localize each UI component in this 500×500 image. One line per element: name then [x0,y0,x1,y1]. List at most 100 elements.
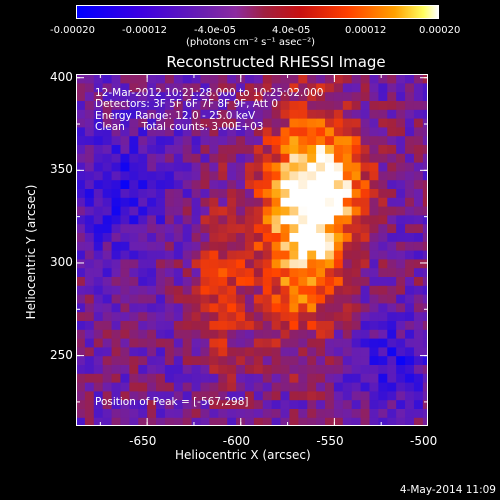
heatmap-cell [191,197,202,207]
heatmap-cell [369,232,379,242]
heatmap-cell [333,329,344,339]
heatmap-cell [218,153,228,163]
heatmap-cell [298,109,308,119]
heatmap-cell [378,320,388,330]
heatmap-cell [218,320,228,330]
heatmap-cell [316,408,326,418]
heatmap-cell [111,417,122,426]
heatmap-cell [93,118,104,128]
heatmap-cell [138,144,148,154]
heatmap-cell [111,241,122,251]
heatmap-cell [236,399,246,409]
heatmap-cell [262,206,273,216]
heatmap-cell [325,294,335,304]
heatmap-cell [351,267,362,277]
heatmap-cell [271,408,282,418]
heatmap-cell [173,100,184,110]
heatmap-cell [298,126,308,137]
axis-ticks [76,74,428,426]
heatmap-cell [413,382,424,392]
heatmap-cell [129,241,139,251]
heatmap-cell [360,338,371,348]
heatmap-cell [147,214,157,225]
heatmap-cell [369,320,379,330]
heatmap-cell [316,162,326,172]
heatmap-cell [102,74,113,84]
heatmap-cell [325,188,335,198]
heatmap-cell [280,364,291,374]
heatmap-cell [342,250,353,260]
heatmap-cell [342,311,353,321]
heatmap-cell [369,390,379,401]
heatmap-cell [405,311,415,321]
heatmap-cell [271,197,282,207]
heatmap-cell [93,320,104,330]
heatmap-cell [253,109,264,119]
heatmap-cell [111,338,122,348]
heatmap-cell [422,144,428,154]
heatmap-cell [422,232,428,242]
heatmap-cell [298,355,308,365]
heatmap-cell [200,276,210,286]
heatmap-cell [76,338,86,348]
heatmap-cell [76,399,86,409]
heatmap-cell [253,232,264,242]
heatmap-cell [129,267,139,277]
heatmap-cell [173,285,184,295]
heatmap-cell [298,179,308,189]
heatmap-cell [138,276,148,286]
heatmap-cell [280,417,291,426]
heatmap-cell [200,355,210,365]
heatmap-cell [76,109,86,119]
heatmap-cell [422,311,428,321]
heatmap-cell [271,250,282,260]
heatmap-cell [84,399,95,409]
heatmap-cell [182,390,193,401]
heatmap-cell [307,329,317,339]
heatmap-cell [360,162,371,172]
heatmap-cell [413,232,424,242]
heatmap-cell [387,241,397,251]
heatmap-cell [298,135,308,145]
heatmap-cell [378,91,388,101]
heatmap-cell [209,302,219,313]
heatmap-cell [120,320,130,330]
heatmap-cell [120,311,130,321]
heatmap-cell [191,74,202,84]
heatmap-cell [325,179,335,189]
heatmap-cell [253,294,264,304]
heatmap-cell [289,241,299,251]
heatmap-cell [253,170,264,181]
heatmap-cell [156,311,166,321]
heatmap-cell [200,399,210,409]
heatmap-cell [138,206,148,216]
heatmap-cell [244,285,255,295]
heatmap-cell [102,276,113,286]
heatmap-cell [378,162,388,172]
heatmap-cell [422,109,428,119]
heatmap-cell [164,179,175,189]
heatmap-cell [307,188,317,198]
heatmap-cell [164,355,175,365]
heatmap-cell [333,320,344,330]
heatmap-cell [164,82,175,93]
heatmap-cell [227,311,237,321]
heatmap-cell [280,214,291,225]
heatmap-cell [76,258,86,269]
heatmap-cell [387,258,397,269]
heatmap-cell [387,206,397,216]
heatmap-cell [413,153,424,163]
heatmap-cell [236,276,246,286]
heatmap-cell [253,285,264,295]
heatmap-cell [120,197,130,207]
heatmap-cell [396,74,406,84]
heatmap-cell [298,232,308,242]
heatmap-cell [164,399,175,409]
heatmap-cell [182,223,193,233]
heatmap-cell [182,355,193,365]
heatmap-cell [396,294,406,304]
heatmap-cell [156,82,166,93]
y-axis-label: Heliocentric Y (arcsec) [24,184,38,320]
heatmap-cell [271,417,282,426]
heatmap-cell [333,126,344,137]
